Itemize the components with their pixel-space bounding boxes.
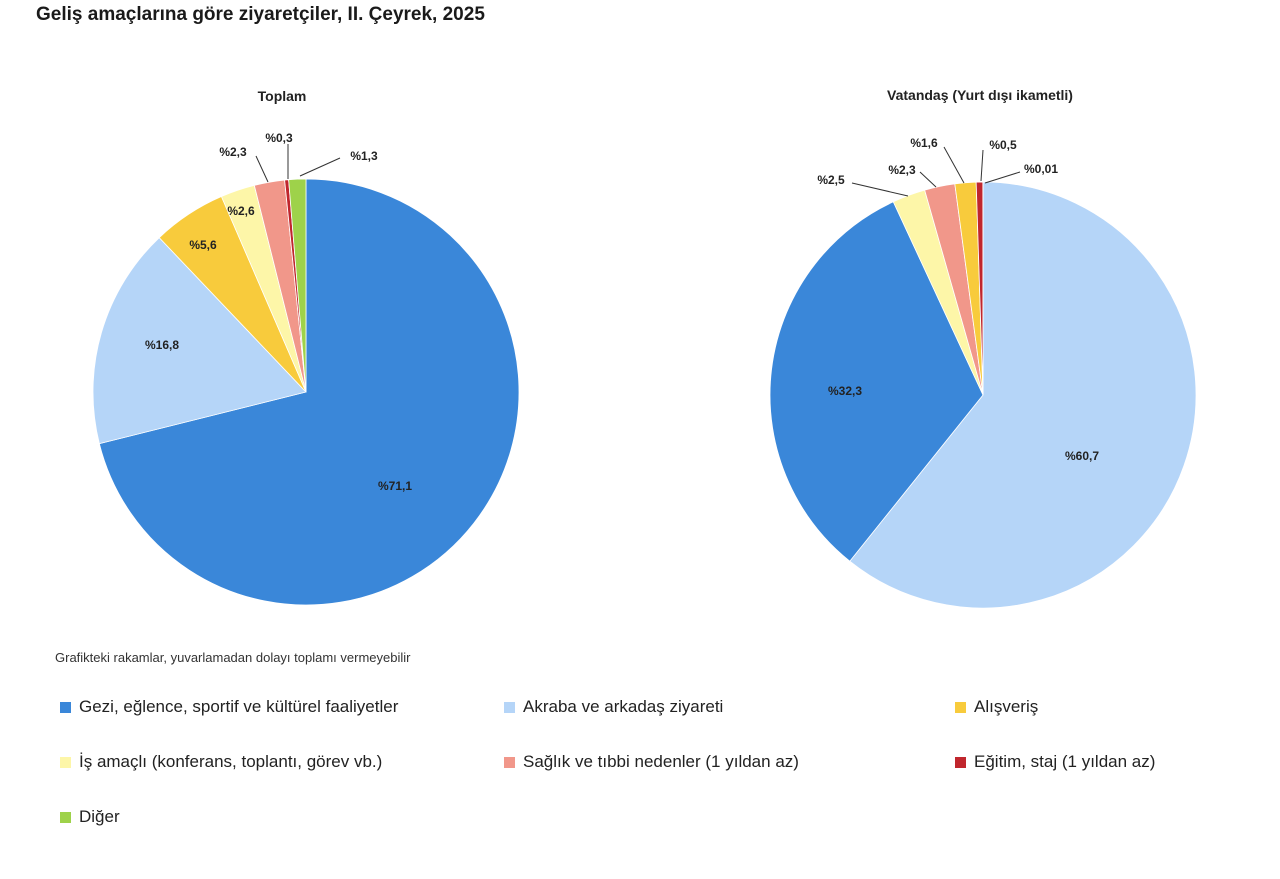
- pie-slice: [98, 178, 520, 606]
- footnote: Grafikteki rakamlar, yuvarlamadan dolayı…: [55, 650, 411, 665]
- pie-chart-1: Toplam %71,1 %16,8 %5,6 %2,6 %2,3 %0,3 %1,3: [92, 88, 520, 606]
- legend-label: Diğer: [79, 807, 120, 826]
- leader-line: [299, 157, 341, 177]
- slice-label: %2,5: [817, 173, 845, 187]
- legend-label: Akraba ve arkadaş ziyareti: [523, 697, 724, 716]
- legend-item: Sağlık ve tıbbi nedenler (1 yıldan az): [504, 752, 799, 772]
- leader-line: [851, 182, 909, 197]
- slice-label: %60,7: [1065, 449, 1099, 463]
- pie-slice: [92, 237, 307, 445]
- legend-label: İş amaçlı (konferans, toplantı, görev vb…: [79, 752, 383, 771]
- legend-swatch: [504, 756, 515, 768]
- legend-item: Alışveriş: [955, 697, 1038, 717]
- legend-item: İş amaçlı (konferans, toplantı, görev vb…: [60, 752, 382, 772]
- slice-label: %2,6: [227, 204, 255, 218]
- pie-chart-2: Vatandaş (Yurt dışı ikametli) %60,7 %32,3%…: [769, 87, 1197, 609]
- slice-label: %2,3: [219, 145, 247, 159]
- pie-slice: [288, 178, 307, 393]
- pie-title: Vatandaş (Yurt dışı ikametli): [887, 87, 1073, 103]
- slice-label: %0,5: [989, 138, 1017, 152]
- slice-label: %5,6: [189, 238, 217, 252]
- legend-label: Sağlık ve tıbbi nedenler (1 yıldan az): [523, 752, 799, 771]
- legend-item: Diğer: [60, 807, 120, 827]
- pie-title: Toplam: [258, 88, 307, 104]
- slice-label: %2,3: [888, 163, 916, 177]
- leader-line: [984, 171, 1021, 184]
- legend-label: Alışveriş: [974, 697, 1039, 716]
- legend-swatch: [60, 701, 71, 713]
- legend-item: Eğitim, staj (1 yıldan az): [955, 752, 1155, 772]
- legend-swatch: [955, 756, 966, 768]
- leader-line: [943, 146, 965, 184]
- slice-label: %0,01: [1024, 162, 1058, 176]
- legend-label: Gezi, eğlence, sportif ve kültürel faali…: [79, 697, 399, 716]
- legend-swatch: [955, 701, 966, 713]
- legend-swatch: [60, 756, 71, 768]
- legend-swatch: [60, 811, 71, 823]
- leader-line: [980, 149, 984, 182]
- pie-slice: [769, 201, 984, 562]
- slice-label: %32,3: [828, 384, 862, 398]
- leader-line: [919, 171, 937, 188]
- legend-swatch: [504, 701, 515, 713]
- slice-label: %71,1: [378, 479, 412, 493]
- legend-item: Gezi, eğlence, sportif ve kültürel faali…: [60, 697, 398, 717]
- slice-label: %1,6: [910, 136, 938, 150]
- pie-charts: Toplam %71,1 %16,8 %5,6 %2,6 %2,3 %0,3 %1,3 Vata…: [92, 87, 1197, 609]
- slice-label: %0,3: [265, 131, 293, 145]
- chart-title: Geliş amaçlarına göre ziyaretçiler, II. …: [36, 4, 485, 25]
- slice-label: %1,3: [350, 149, 378, 163]
- legend-item: Akraba ve arkadaş ziyareti: [504, 697, 723, 717]
- slice-label: %16,8: [145, 338, 179, 352]
- leader-line: [255, 155, 269, 183]
- legend-label: Eğitim, staj (1 yıldan az): [974, 752, 1156, 771]
- pie-slice: [849, 181, 1197, 609]
